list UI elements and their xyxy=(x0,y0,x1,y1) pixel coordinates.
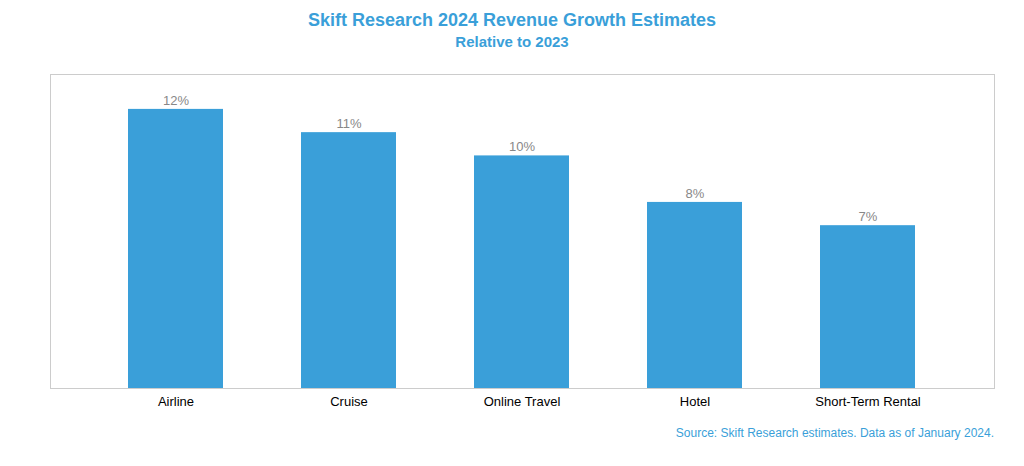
svg-text:Hotel: Hotel xyxy=(680,394,710,409)
svg-text:Airline: Airline xyxy=(158,394,194,409)
html-text:Relative to 2023: Relative to 2023 xyxy=(455,33,569,50)
svg-text:11%: 11% xyxy=(336,116,361,131)
svg-text:7%: 7% xyxy=(859,209,878,224)
svg-text:12%: 12% xyxy=(163,93,189,108)
svg-text:10%: 10% xyxy=(509,139,535,154)
svg-text:Short-Term Rental: Short-Term Rental xyxy=(815,394,921,409)
html-text:Source: Skift Research estimat: Source: Skift Research estimates. Data a… xyxy=(675,426,994,440)
svg-text:Cruise: Cruise xyxy=(330,394,368,409)
svg-text:Online Travel: Online Travel xyxy=(484,394,561,409)
svg-text:8%: 8% xyxy=(686,186,705,201)
html-text:Skift Research 2024 Revenue Gr: Skift Research 2024 Revenue Growth Estim… xyxy=(307,10,717,30)
